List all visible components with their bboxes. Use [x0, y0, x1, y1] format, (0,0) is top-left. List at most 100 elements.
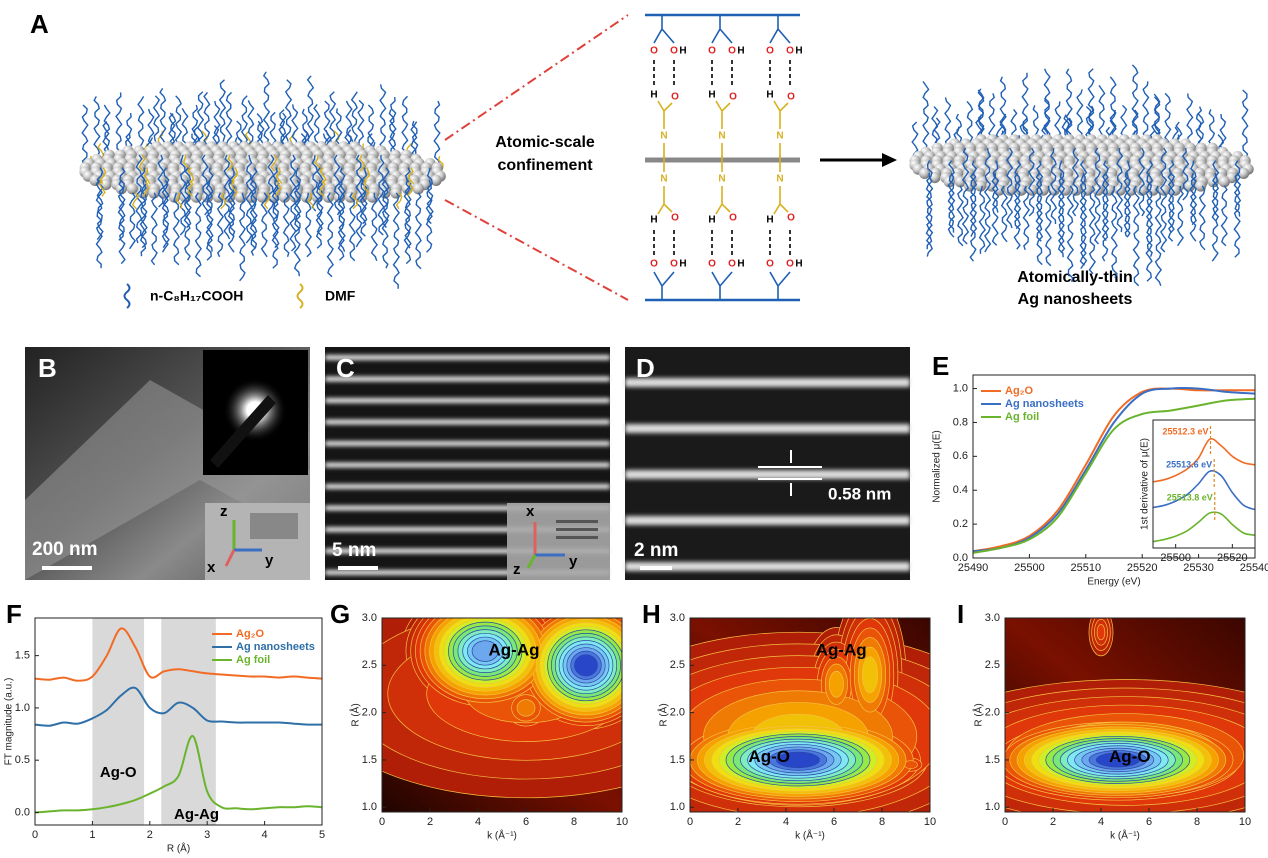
axis-letter: y — [569, 553, 578, 570]
chain — [395, 192, 403, 210]
chain — [319, 167, 327, 185]
y-axis-label: FT magnitude (a.u.) — [4, 678, 15, 766]
chain — [1220, 185, 1228, 247]
bond — [653, 271, 675, 300]
chain — [226, 154, 234, 172]
atom: H — [766, 215, 773, 226]
chain — [311, 154, 319, 212]
chain — [260, 192, 268, 258]
x-tick-label: 4 — [783, 816, 789, 828]
zoom-line — [444, 14, 629, 141]
chain — [358, 154, 365, 172]
arrow-head — [882, 153, 897, 167]
legend-text: DMF — [325, 288, 356, 304]
chain — [1065, 68, 1073, 138]
chain — [1137, 147, 1146, 217]
x-tick-label: 0 — [379, 816, 385, 828]
axis-letter: z — [513, 561, 521, 578]
x-tick-label: 25490 — [958, 562, 989, 574]
h-bond — [711, 60, 733, 87]
y-tick-label: 1.0 — [362, 801, 377, 813]
chain — [316, 167, 324, 237]
x-tick-label: 4 — [262, 829, 268, 841]
x-tick-label: 25520 — [1217, 552, 1248, 564]
chain — [140, 167, 148, 249]
chain — [220, 192, 227, 210]
chain — [231, 179, 238, 197]
panel-label: E — [932, 351, 949, 381]
chain — [407, 167, 415, 185]
chain — [922, 80, 930, 150]
ag-atom — [1136, 184, 1148, 196]
chain — [139, 180, 147, 257]
x-axis-label: Energy (eV) — [1087, 577, 1140, 588]
layer-sketch — [556, 520, 598, 523]
layer-sketch — [556, 528, 598, 531]
confinement-text: Atomic-scale — [495, 134, 595, 151]
chain — [152, 95, 161, 145]
chain — [1190, 160, 1198, 226]
x-tick-label: 4 — [1098, 816, 1104, 828]
legend-icon — [123, 283, 131, 309]
atom: H — [737, 46, 744, 57]
y-tick-label: 1.0 — [985, 801, 1000, 813]
chain — [404, 167, 412, 265]
series-line — [34, 686, 323, 727]
atom: O — [729, 213, 737, 224]
x-axis-label: k (Å⁻¹) — [795, 829, 825, 842]
panel-label: I — [957, 599, 964, 629]
axis-letter: x — [207, 559, 216, 576]
x-axis-label: R (Å) — [167, 842, 190, 855]
y-axis-label: 1st derivative of μ(E) — [1140, 438, 1151, 530]
chain — [1212, 160, 1220, 221]
lattice-line — [325, 419, 610, 425]
chain — [274, 180, 282, 197]
lattice-line — [625, 470, 910, 479]
chain — [382, 167, 390, 229]
bond-label: Ag-Ag — [816, 640, 867, 659]
x-tick-label: 10 — [1239, 816, 1251, 828]
chain — [315, 179, 323, 249]
atom: O — [670, 46, 678, 57]
chain — [1198, 185, 1206, 251]
x-tick-label: 25500 — [1014, 562, 1045, 574]
ag-atom — [159, 187, 171, 199]
atom: O — [708, 259, 716, 270]
h-bond — [711, 228, 733, 255]
chain — [947, 172, 955, 238]
atom: O — [766, 259, 774, 270]
legend-label: Ag foil — [1005, 411, 1039, 423]
chain — [1145, 172, 1153, 282]
lattice-line — [325, 505, 610, 511]
dmf-bond — [657, 156, 673, 215]
x-tick-label: 25510 — [1071, 562, 1102, 574]
atom: N — [660, 174, 667, 185]
chain — [414, 192, 422, 270]
x-tick-label: 10 — [924, 816, 936, 828]
contour-level — [776, 751, 820, 769]
lattice-line — [325, 355, 610, 360]
chain — [1044, 185, 1052, 267]
chain — [216, 192, 224, 258]
atom: O — [766, 46, 774, 57]
x-tick-label: 5 — [319, 829, 325, 841]
x-tick-label: 8 — [879, 816, 885, 828]
chain — [143, 167, 151, 184]
chain — [240, 95, 249, 145]
chain — [925, 160, 934, 257]
series-line — [34, 627, 323, 682]
h-bond — [653, 228, 675, 255]
beam-stop — [210, 395, 276, 468]
chain — [403, 180, 411, 249]
chain — [1094, 147, 1102, 245]
chain — [143, 180, 150, 197]
h-bond — [653, 60, 675, 87]
chain — [196, 91, 205, 145]
x-tick-label: 2 — [1050, 816, 1056, 828]
contour-level — [1096, 624, 1106, 641]
axis-letter: y — [265, 552, 274, 569]
panel-label: C — [336, 353, 355, 383]
ag-atom — [430, 174, 442, 186]
axis-arrow — [526, 554, 537, 569]
chain — [956, 185, 964, 247]
